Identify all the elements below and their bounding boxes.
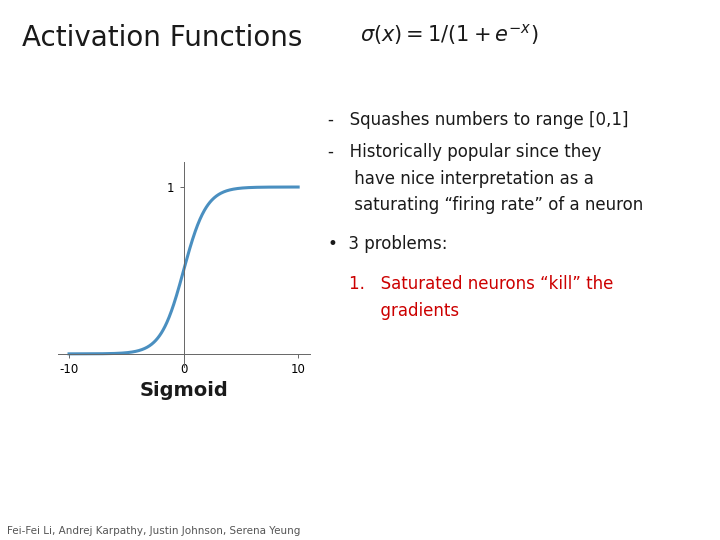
Text: Activation Functions: Activation Functions [22, 24, 302, 52]
Text: 1.   Saturated neurons “kill” the: 1. Saturated neurons “kill” the [349, 275, 613, 293]
Text: gradients: gradients [349, 302, 459, 320]
Text: $\sigma(x) = 1/(1 + e^{-x})$: $\sigma(x) = 1/(1 + e^{-x})$ [360, 22, 539, 46]
Text: Fei-Fei Li, Andrej Karpathy, Justin Johnson, Serena Yeung: Fei-Fei Li, Andrej Karpathy, Justin John… [7, 525, 300, 536]
Text: •  3 problems:: • 3 problems: [328, 235, 447, 253]
Text: -   Historically popular since they: - Historically popular since they [328, 143, 601, 161]
Text: saturating “firing rate” of a neuron: saturating “firing rate” of a neuron [328, 196, 643, 214]
Text: -   Squashes numbers to range [0,1]: - Squashes numbers to range [0,1] [328, 111, 628, 129]
Text: have nice interpretation as a: have nice interpretation as a [328, 170, 593, 188]
Text: Sigmoid: Sigmoid [139, 381, 228, 400]
